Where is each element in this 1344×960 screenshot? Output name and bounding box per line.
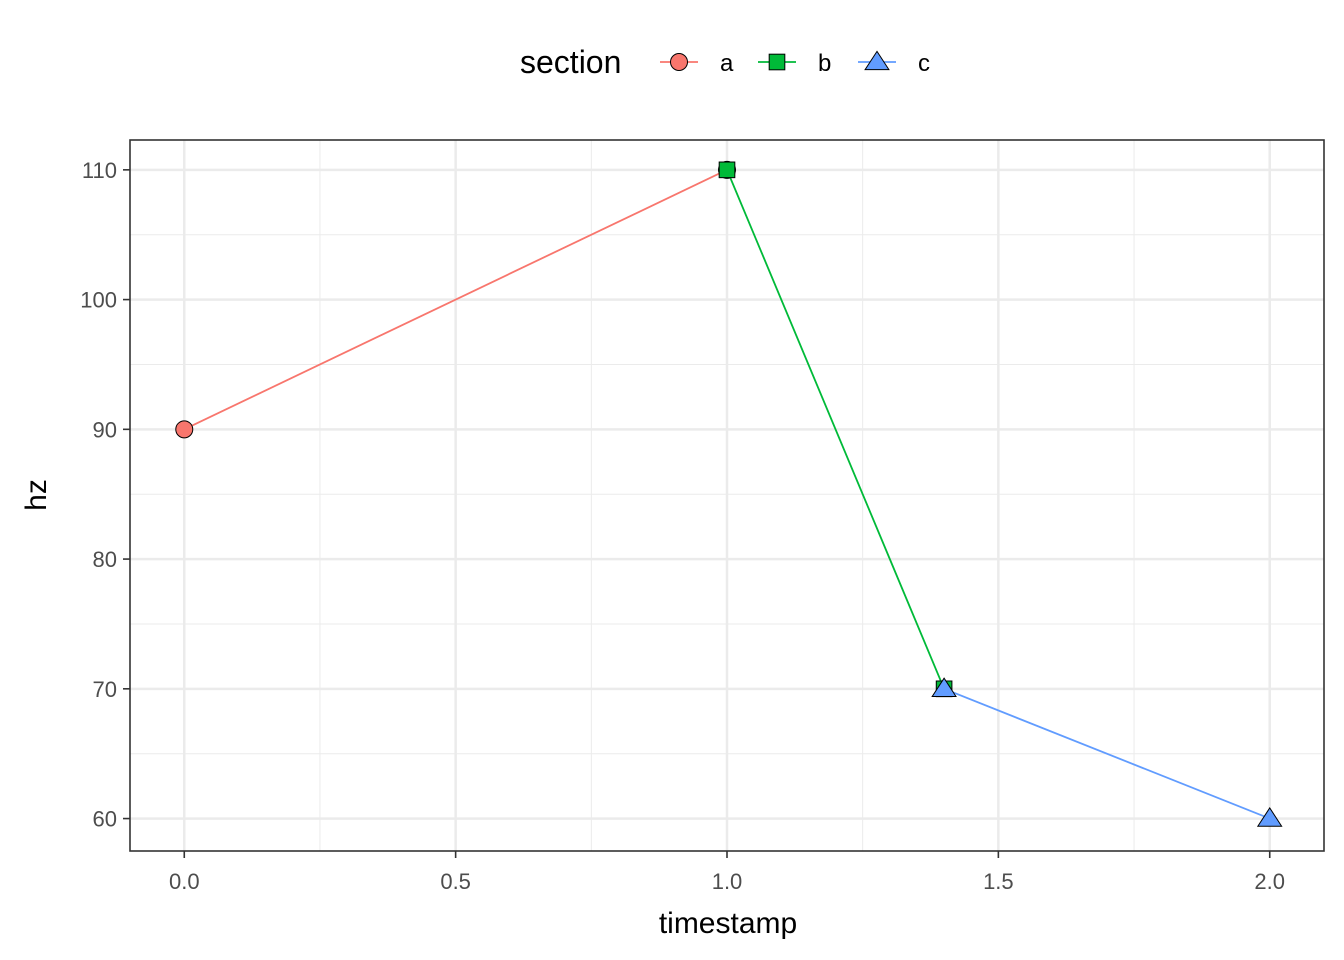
data-point-a [175,420,194,439]
y-tick-label: 100 [80,288,117,313]
legend-title: section [520,44,621,80]
data-point-b [718,161,736,179]
x-tick-label: 0.5 [440,869,471,894]
x-tick-label: 1.5 [983,869,1014,894]
series-line-a [183,169,728,431]
series-line-c [943,687,1271,820]
y-tick-label: 70 [93,677,117,702]
legend-key-marker-b [768,53,786,71]
y-tick-label: 90 [93,417,117,442]
x-tick-label: 2.0 [1254,869,1285,894]
legend-label-b: b [818,50,831,77]
plot-area: 0.0 0.5 1.0 1.5 2.0 60 70 80 90 100 110 [80,139,1325,894]
legend: section a b c [520,44,930,80]
x-axis-title: timestamp [659,907,797,940]
x-tick-label: 0.0 [169,869,200,894]
legend-label-c: c [918,50,930,77]
y-tick-label: 60 [93,807,117,832]
y-tick-label: 80 [93,547,117,572]
y-axis-title: hz [20,479,53,511]
legend-key-marker-a [670,53,688,71]
data-point-c [931,677,957,697]
x-tick-label: 1.0 [712,869,743,894]
legend-label-a: a [720,50,734,77]
legend-key-marker-c [864,50,890,71]
data-point-c [1256,807,1283,827]
y-tick-label: 110 [82,158,117,183]
series-line-b [726,169,945,690]
